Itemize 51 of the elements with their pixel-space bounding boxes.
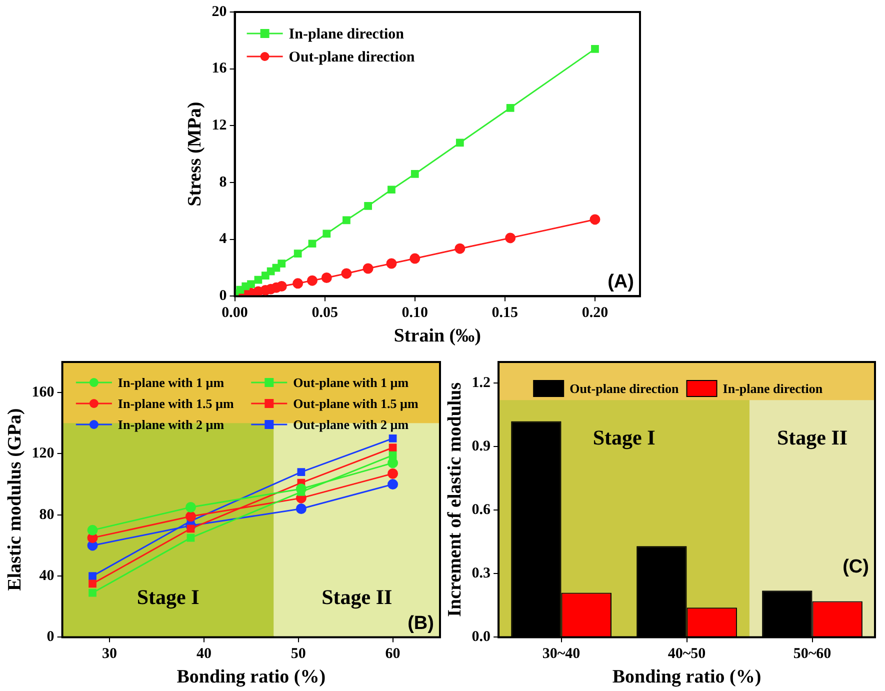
band-label: Stage I [592,425,656,450]
y-tick-label: 0.3 [472,566,491,582]
legend-label: Out-plane with 1.5 µm [293,396,419,411]
y-tick-label: 160 [32,384,54,400]
legend-label: In-plane with 1.5 µm [118,396,234,411]
y-tick-label: 0.6 [472,502,492,518]
x-tick-label: 50 [290,646,306,662]
band-label: Stage II [322,585,392,610]
x-tick-label: 0.00 [222,305,248,322]
legend-label: In-plane with 2 µm [118,416,224,432]
x-tick-label: 30 [102,646,118,662]
legend-label: In-plane with 1 µm [118,374,224,390]
y-tick-label: 12 [212,118,227,134]
x-tick-label: 0.15 [492,305,518,322]
x-tick-label: 0.05 [312,305,338,322]
legend-label: Out-plane direction [288,49,416,66]
x-tick-label: 0.20 [582,305,608,322]
y-tick-label: 0 [219,288,227,304]
x-tick-label: 50~60 [793,646,832,662]
y-tick-label: 8 [219,174,227,190]
y-tick-label: 120 [32,446,54,462]
annotation: (B) [408,612,434,634]
band-label: Stage II [776,425,848,450]
legend-label: In-plane direction [722,380,824,396]
y-tick-label: 1.2 [472,375,491,392]
x-tick-label: 30~40 [542,646,580,662]
y-axis-title: Elastic modulus (GPa) [4,408,26,591]
y-tick-label: 0 [46,629,54,646]
band-label: Stage I [136,585,200,610]
y-tick-label: 16 [212,60,228,77]
y-tick-label: 0.9 [472,438,491,455]
x-tick-label: 40 [196,646,212,662]
annotation: (C) [842,556,869,578]
y-tick-label: 4 [219,231,228,248]
legend-label: In-plane direction [288,26,405,42]
x-tick-label: 40~50 [668,646,706,662]
x-axis-title: Bonding ratio (%) [612,666,762,688]
x-axis-title: Bonding ratio (%) [176,666,326,688]
x-tick-label: 0.10 [402,305,428,322]
y-tick-label: 40 [39,568,54,584]
y-axis-title: Increment of elastic modulus [444,382,466,617]
legend-label: Out-plane with 1 µm [293,374,409,390]
legend-label: Out-plane with 2 µm [293,416,409,432]
y-tick-label: 80 [39,506,54,523]
x-axis-title: Strain (‰) [394,326,481,347]
y-tick-label: 0.0 [472,629,491,646]
x-tick-label: 60 [385,646,400,662]
y-axis-title: Stress (MPa) [184,102,206,206]
annotation: (A) [608,272,634,293]
legend-label: Out-plane direction [570,380,680,396]
y-tick-label: 20 [212,4,227,20]
